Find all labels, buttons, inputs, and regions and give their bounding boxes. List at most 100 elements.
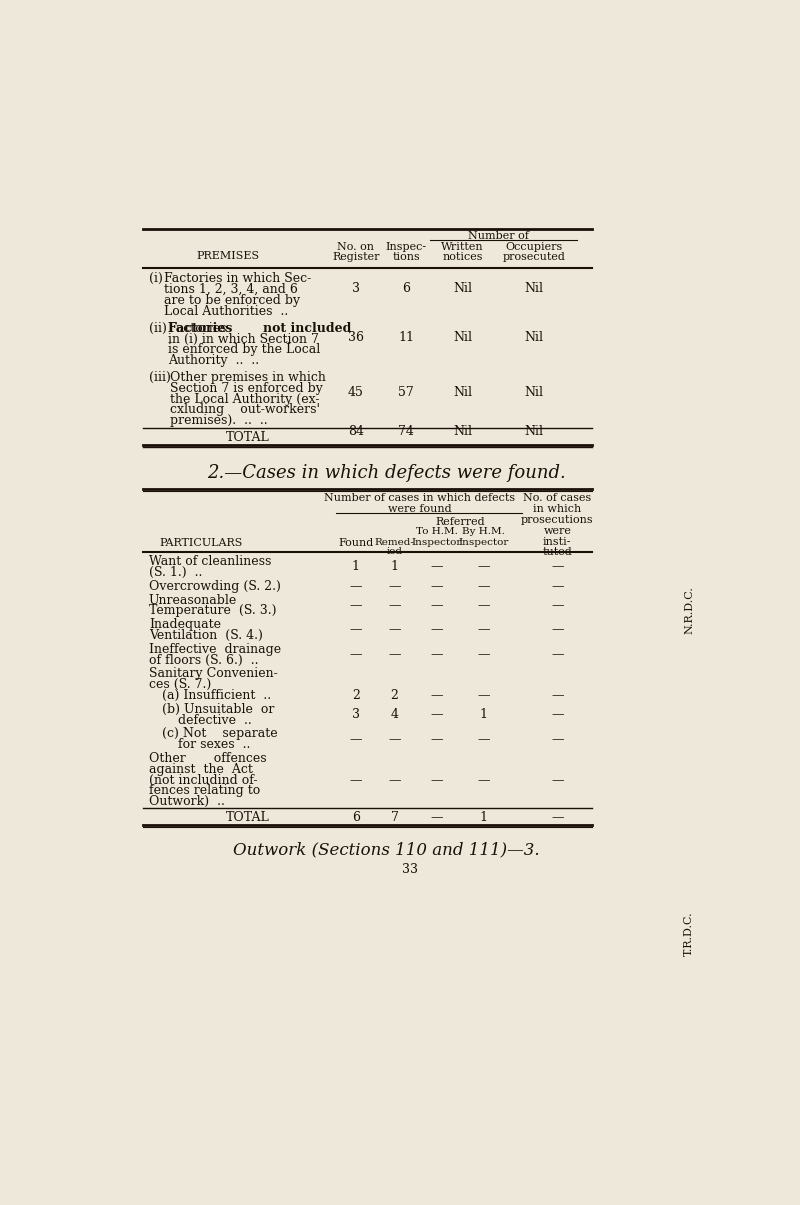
Text: Ineffective  drainage: Ineffective drainage	[149, 642, 281, 656]
Text: Local Authorities  ..: Local Authorities ..	[164, 305, 289, 318]
Text: —: —	[431, 689, 443, 703]
Text: Factories: Factories	[168, 322, 230, 335]
Text: —: —	[431, 560, 443, 574]
Text: Overcrowding (S. 2.): Overcrowding (S. 2.)	[149, 580, 281, 593]
Text: 1: 1	[480, 811, 488, 824]
Text: Number of: Number of	[468, 231, 529, 241]
Text: —: —	[388, 648, 401, 662]
Text: To H.M.: To H.M.	[416, 528, 458, 536]
Text: —: —	[478, 599, 490, 612]
Text: —: —	[478, 623, 490, 636]
Text: 4: 4	[390, 709, 398, 722]
Text: —: —	[431, 733, 443, 746]
Text: Section 7 is enforced by: Section 7 is enforced by	[170, 382, 322, 395]
Text: —: —	[478, 560, 490, 574]
Text: —: —	[551, 774, 563, 787]
Text: prosecuted: prosecuted	[502, 252, 566, 263]
Text: Register: Register	[332, 252, 379, 263]
Text: Referred: Referred	[435, 517, 485, 527]
Text: Factories       not included: Factories not included	[168, 322, 351, 335]
Text: (not includind of-: (not includind of-	[149, 774, 258, 787]
Text: —: —	[551, 599, 563, 612]
Text: 3: 3	[352, 709, 360, 722]
Text: —: —	[431, 623, 443, 636]
Text: Outwork (Sections 110 and 111)—3.: Outwork (Sections 110 and 111)—3.	[234, 841, 540, 858]
Text: —: —	[350, 648, 362, 662]
Text: Number of cases in which defects: Number of cases in which defects	[324, 493, 515, 504]
Text: Occupiers: Occupiers	[506, 242, 562, 252]
Text: 74: 74	[398, 424, 414, 437]
Text: Nil: Nil	[453, 386, 472, 399]
Text: Nil: Nil	[525, 331, 543, 345]
Text: Inspec-: Inspec-	[386, 242, 426, 252]
Text: Nil: Nil	[453, 331, 472, 345]
Text: —: —	[388, 623, 401, 636]
Text: tions: tions	[392, 252, 420, 263]
Text: —: —	[431, 580, 443, 593]
Text: 36: 36	[348, 331, 364, 345]
Text: —: —	[350, 733, 362, 746]
Text: 57: 57	[398, 386, 414, 399]
Text: 6: 6	[352, 811, 360, 824]
Text: PARTICULARS: PARTICULARS	[159, 539, 242, 548]
Text: —: —	[551, 811, 563, 824]
Text: fences relating to: fences relating to	[149, 784, 260, 798]
Text: —: —	[478, 733, 490, 746]
Text: By H.M.: By H.M.	[462, 528, 505, 536]
Text: 11: 11	[398, 331, 414, 345]
Text: of floors (S. 6.)  ..: of floors (S. 6.) ..	[149, 653, 258, 666]
Text: (a) Insufficient  ..: (a) Insufficient ..	[162, 689, 271, 703]
Text: TOTAL: TOTAL	[226, 431, 269, 443]
Text: (b) Unsuitable  or: (b) Unsuitable or	[162, 703, 274, 716]
Text: Factories in which Sec-: Factories in which Sec-	[164, 272, 311, 286]
Text: —: —	[388, 580, 401, 593]
Text: —: —	[431, 811, 443, 824]
Text: are to be enforced by: are to be enforced by	[164, 294, 301, 307]
Text: Nil: Nil	[525, 282, 543, 295]
Text: No. of cases: No. of cases	[523, 493, 591, 504]
Text: N.R.D.C.: N.R.D.C.	[684, 587, 694, 634]
Text: the Local Authority (ex-: the Local Authority (ex-	[170, 393, 319, 406]
Text: Nil: Nil	[453, 424, 472, 437]
Text: Inspector: Inspector	[412, 539, 462, 547]
Text: premises).  ..  ..: premises). .. ..	[170, 415, 267, 427]
Text: Want of cleanliness: Want of cleanliness	[149, 556, 271, 568]
Text: Ventilation  (S. 4.): Ventilation (S. 4.)	[149, 629, 262, 642]
Text: —: —	[431, 599, 443, 612]
Text: Inspector: Inspector	[458, 539, 509, 547]
Text: PREMISES: PREMISES	[196, 251, 259, 260]
Text: 1: 1	[480, 709, 488, 722]
Text: —: —	[478, 689, 490, 703]
Text: —: —	[478, 774, 490, 787]
Text: 45: 45	[348, 386, 364, 399]
Text: T.R.D.C.: T.R.D.C.	[684, 911, 694, 956]
Text: —: —	[551, 623, 563, 636]
Text: —: —	[350, 599, 362, 612]
Text: 3: 3	[352, 282, 360, 295]
Text: in (i) in which Section 7: in (i) in which Section 7	[168, 333, 319, 346]
Text: in which: in which	[533, 504, 582, 515]
Text: prosecutions: prosecutions	[521, 515, 594, 525]
Text: 2: 2	[352, 689, 360, 703]
Text: —: —	[551, 733, 563, 746]
Text: (S. 1.)  ..: (S. 1.) ..	[149, 566, 202, 578]
Text: —: —	[431, 774, 443, 787]
Text: —: —	[388, 733, 401, 746]
Text: ces (S. 7.): ces (S. 7.)	[149, 678, 211, 692]
Text: 1: 1	[352, 560, 360, 574]
Text: is enforced by the Local: is enforced by the Local	[168, 343, 321, 357]
Text: (iii): (iii)	[149, 371, 170, 384]
Text: Written: Written	[442, 242, 484, 252]
Text: —: —	[350, 623, 362, 636]
Text: —: —	[388, 774, 401, 787]
Text: —: —	[478, 648, 490, 662]
Text: (i): (i)	[149, 272, 162, 286]
Text: notices: notices	[442, 252, 483, 263]
Text: Other       offences: Other offences	[149, 752, 266, 765]
Text: tions 1, 2, 3, 4, and 6: tions 1, 2, 3, 4, and 6	[164, 283, 298, 296]
Text: —: —	[431, 648, 443, 662]
Text: insti-: insti-	[543, 536, 571, 547]
Text: 2: 2	[390, 689, 398, 703]
Text: Nil: Nil	[525, 386, 543, 399]
Text: —: —	[551, 560, 563, 574]
